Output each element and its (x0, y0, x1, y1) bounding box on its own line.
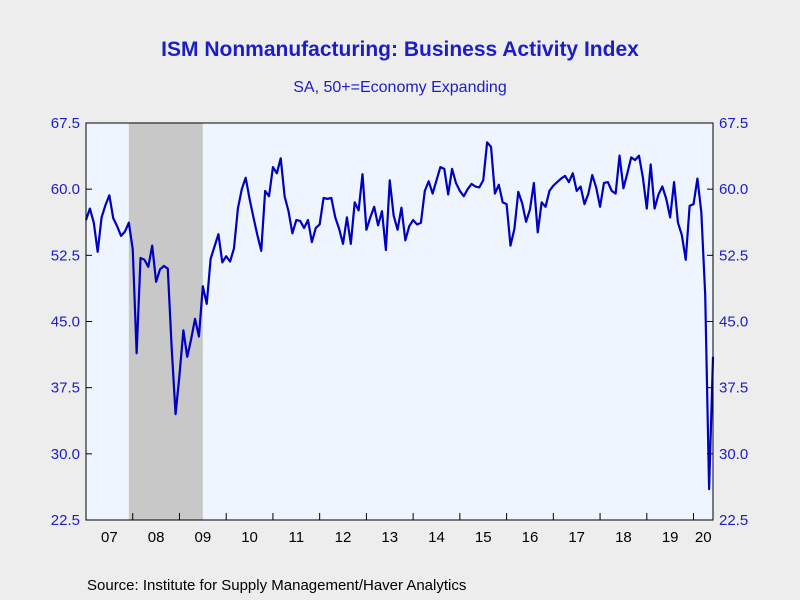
x-tick-label: 09 (194, 529, 211, 546)
y-tick-label-left: 22.5 (51, 512, 80, 529)
y-tick-label-left: 52.5 (51, 247, 80, 264)
x-tick-label: 10 (241, 529, 258, 546)
y-tick-label-left: 30.0 (51, 446, 80, 463)
y-tick-label-right: 67.5 (719, 115, 748, 132)
y-tick-label-left: 45.0 (51, 314, 80, 331)
x-tick-label: 19 (662, 529, 679, 546)
y-tick-label-right: 45.0 (719, 314, 748, 331)
y-tick-label-left: 60.0 (51, 181, 80, 198)
y-tick-label-right: 30.0 (719, 446, 748, 463)
y-tick-label-left: 67.5 (51, 115, 80, 132)
x-tick-label: 14 (428, 529, 445, 546)
y-tick-label-right: 22.5 (719, 512, 748, 529)
x-tick-label: 11 (289, 529, 305, 546)
x-tick-label: 15 (475, 529, 492, 546)
chart-title: ISM Nonmanufacturing: Business Activity … (161, 38, 639, 61)
plot-frame (85, 122, 714, 521)
x-tick-label: 17 (568, 529, 585, 546)
x-tick-label: 20 (695, 529, 712, 546)
y-tick-label-right: 37.5 (719, 380, 748, 397)
source-note: Source: Institute for Supply Management/… (87, 577, 467, 594)
chart-subtitle: SA, 50+=Economy Expanding (293, 79, 507, 96)
x-tick-label: 12 (335, 529, 352, 546)
x-tick-label: 08 (148, 529, 165, 546)
y-tick-label-right: 52.5 (719, 247, 748, 264)
x-tick-label: 07 (101, 529, 118, 546)
series-line (84, 141, 715, 491)
y-tick-label-left: 37.5 (51, 380, 80, 397)
x-tick-label: 13 (381, 529, 398, 546)
x-tick-label: 16 (522, 529, 539, 546)
x-tick-label: 18 (615, 529, 632, 546)
y-tick-label-right: 60.0 (719, 181, 748, 198)
recession-shade (128, 123, 203, 520)
